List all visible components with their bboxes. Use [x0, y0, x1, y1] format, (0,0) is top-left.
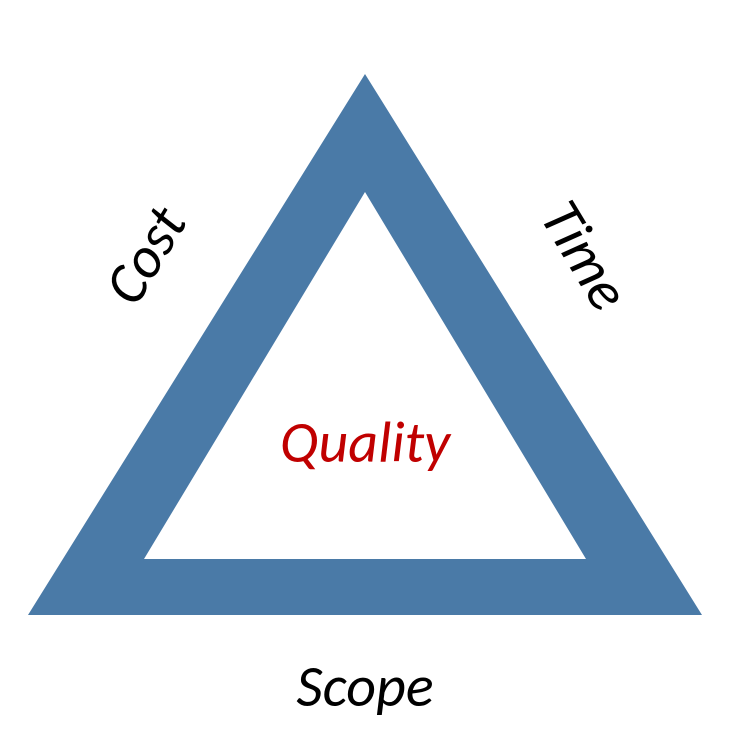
triangle-shape: [0, 0, 731, 732]
label-scope: Scope: [296, 651, 433, 722]
triangle-diagram: Cost Time Scope Quality: [0, 0, 731, 732]
label-quality: Quality: [280, 407, 450, 478]
